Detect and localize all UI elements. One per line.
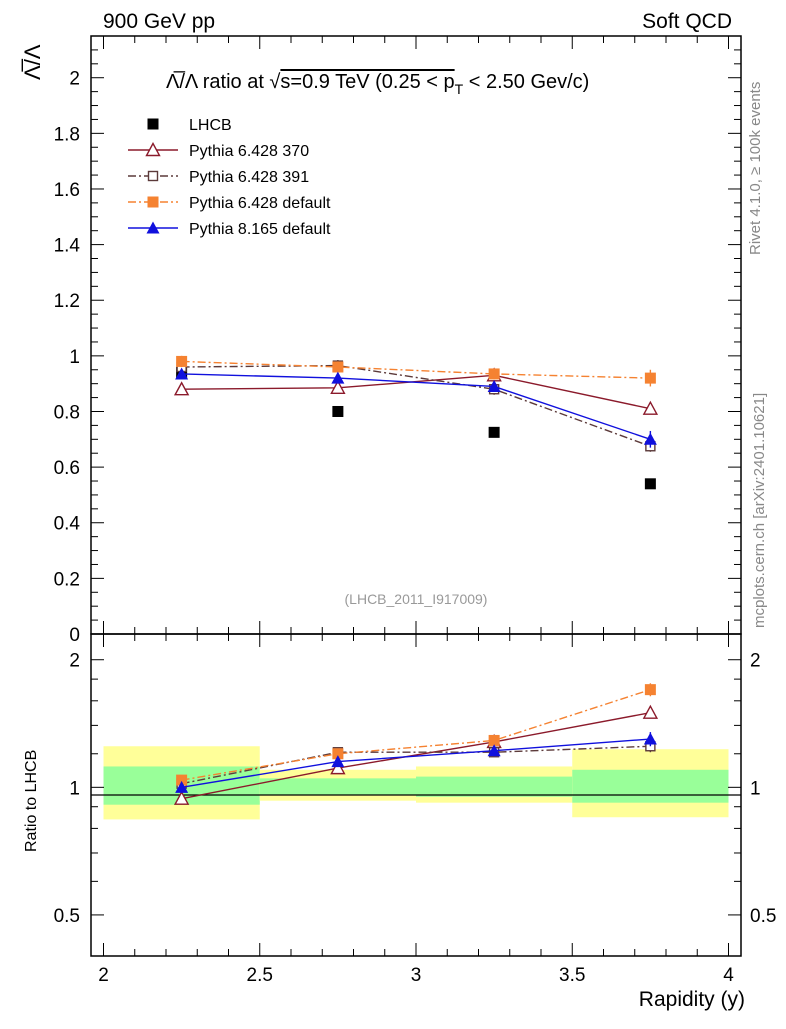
marker-triangle [175,780,189,793]
legend-label: Pythia 6.428 391 [189,169,309,186]
ratio-ytick-label: 0.5 [54,906,80,927]
ratio-ytick-label: 2 [69,651,80,672]
marker-triangle-open [173,790,190,805]
marker-square [332,361,344,373]
marker-triangle [643,432,657,445]
main-ytick-label: 1.4 [54,236,81,257]
mcplots-label: mcplots.cern.ch [arXiv:2401.10621] [751,393,768,628]
main-series-line [181,373,651,440]
ratio-band-inner [259,778,416,795]
main-ytick-label: 1 [69,347,80,368]
marker-triangle-open [642,704,659,719]
marker-square [176,774,188,786]
rivet-label: Rivet 4.1.0, ≥ 100k events [747,82,764,255]
marker-square [644,478,656,490]
legend-label: LHCB [189,117,232,134]
ratio-data-series [173,683,659,805]
marker-square [644,684,656,696]
ratio-band-inner [416,776,573,797]
header-right: Soft QCD [642,10,732,33]
main-ytick-label: 0.4 [54,514,81,535]
marker-square [147,196,159,208]
marker-triangle-open [330,379,346,395]
main-ytick-label: 0.8 [54,402,80,423]
x-tick-label: 2 [98,965,109,986]
main-title-subscript: T [455,81,464,97]
analysis-annotation: (LHCB_2011_I917009) [345,591,488,607]
marker-triangle [331,371,345,384]
x-tick-label: 4 [723,965,734,986]
main-title: Λ̅/Λ ratio at √s=0.9 TeV (0.25 < pT < 2.… [166,70,589,97]
marker-square [147,118,159,130]
marker-square [488,426,500,438]
header-left: 900 GeV pp [103,10,215,33]
legend-label: Pythia 6.428 370 [189,143,309,160]
marker-triangle [487,744,501,757]
main-data-series [173,355,659,490]
marker-triangle-open [642,400,659,415]
main-ytick-label: 0.6 [54,458,80,479]
main-y-axis: 0 0.2 0.4 0.6 0.8 1 1.2 1.4 1.6 1.8 2 [54,35,741,646]
marker-triangle [643,732,657,745]
ratio-ytick-label-right: 2 [750,651,761,672]
ratio-series-line [181,711,651,800]
main-series-line [181,364,651,447]
ratio-ytick-label-right: 1 [750,778,761,799]
main-ytick-label: 0 [69,625,80,646]
main-title-part-c: < 2.50 Gev/c) [463,71,589,93]
x-axis-label: Rapidity (y) [639,988,745,1011]
marker-triangle [146,221,160,234]
x-tick-label: 2.5 [247,965,273,986]
main-ytick-label: 1.8 [54,124,80,145]
marker-square [488,734,500,746]
ratio-series-line [181,738,651,789]
marker-triangle [487,379,501,392]
marker-square [332,405,344,417]
legend-label: Pythia 6.428 default [189,195,331,212]
marker-square-open [147,170,159,182]
marker-square [332,748,344,760]
ratio-plot-panel: 0.5 0.5 1 1 2 2 [54,633,777,957]
ratio-y-axis: 0.5 0.5 1 1 2 2 [54,651,777,927]
ratio-band-inner [572,769,729,803]
main-title-part-b: s=0.9 TeV (0.25 < p [280,71,454,93]
marker-triangle-open [173,381,190,396]
main-series-line [181,360,651,379]
legend-label: Pythia 8.165 default [189,221,331,238]
ratio-ytick-label-right: 0.5 [750,906,776,927]
marker-triangle-open [145,142,161,157]
marker-square [644,372,656,384]
marker-square [488,368,500,380]
ratio-uncertainty-bands [103,746,729,820]
marker-triangle [175,367,189,380]
marker-square [176,355,188,367]
main-ytick-label: 1.2 [54,291,80,312]
main-ytick-label: 2 [69,69,80,90]
ratio-ytick-label: 1 [69,778,80,799]
main-ylabel: Λ̅/Λ [20,44,45,80]
main-ytick-label: 0.2 [54,569,80,590]
x-tick-label: 3.5 [559,965,585,986]
ratio-series-line [181,688,651,781]
x-axis: 2 2.5 3 3.5 4 [98,36,734,986]
marker-triangle-open [330,760,346,775]
main-ytick-label: 1.6 [54,180,80,201]
main-title-part-a: Λ̅/Λ ratio at √ [166,70,280,93]
ratio-ylabel: Ratio to LHCB [23,750,40,852]
legend: LHCB Pythia 6.428 370 Pythia 6.428 391 Pyth… [128,117,331,238]
main-series-line [181,374,651,410]
marker-triangle [331,755,345,768]
x-tick-label: 3 [411,965,422,986]
